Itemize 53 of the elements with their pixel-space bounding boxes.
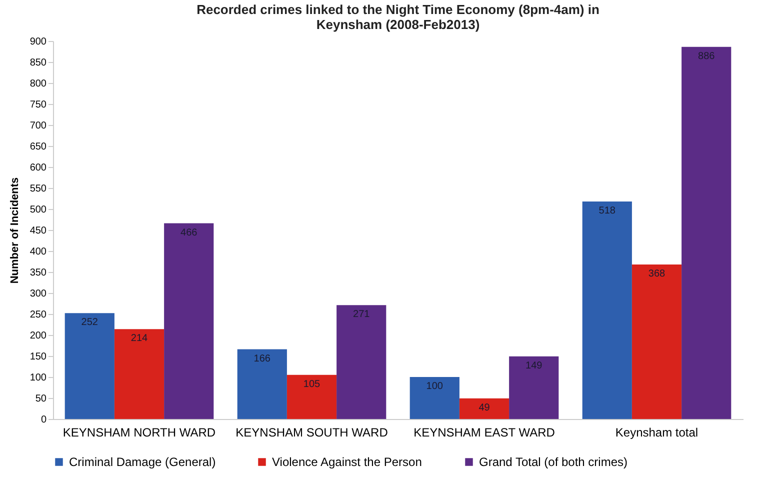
y-tick-label: 400 xyxy=(30,246,47,258)
y-tick-label: 800 xyxy=(30,78,47,90)
data-label: 886 xyxy=(698,50,716,62)
y-tick-label: 550 xyxy=(30,184,47,194)
bar xyxy=(509,356,559,419)
data-label: 252 xyxy=(81,317,98,328)
data-label: 368 xyxy=(648,268,666,280)
y-tick-label: 650 xyxy=(30,142,47,152)
bar xyxy=(336,305,386,419)
bar xyxy=(164,223,214,419)
y-tick-label: 750 xyxy=(30,100,47,110)
y-tick-label: 300 xyxy=(30,288,47,300)
bar xyxy=(632,264,682,419)
bar xyxy=(286,374,337,419)
data-label: 149 xyxy=(526,360,543,372)
y-tick-label: 600 xyxy=(30,162,47,174)
data-label: 49 xyxy=(478,402,490,414)
data-label: 105 xyxy=(303,378,321,390)
y-axis-title: Number of Incidents xyxy=(8,177,21,284)
bar xyxy=(459,398,510,419)
x-tick-label: Keynsham total xyxy=(615,426,698,440)
y-tick-label: 450 xyxy=(30,226,47,236)
legend-label: Violence Against the Person xyxy=(272,455,422,469)
text: Recorded crimes linked to the Night Time Economy (8pm-4am) in xyxy=(196,2,600,17)
bar xyxy=(64,313,114,419)
y-tick-label: 100 xyxy=(30,372,47,384)
x-tick-label: KEYNSHAM SOUTH WARD xyxy=(236,426,388,440)
bar xyxy=(682,46,732,419)
y-tick-label: 50 xyxy=(35,394,47,404)
y-tick-label: 0 xyxy=(40,414,47,426)
y-tick-label: 350 xyxy=(30,268,47,278)
legend-label: Grand Total (of both crimes) xyxy=(479,455,628,469)
x-tick-label: KEYNSHAM EAST WARD xyxy=(414,426,556,440)
bar xyxy=(237,349,287,419)
data-label: 466 xyxy=(180,227,198,238)
bar xyxy=(410,377,460,419)
y-tick-label: 700 xyxy=(30,120,47,132)
y-tick-label: 250 xyxy=(30,310,47,320)
y-tick-label: 900 xyxy=(30,36,47,48)
y-tick-label: 200 xyxy=(30,330,47,342)
x-tick-label: KEYNSHAM NORTH WARD xyxy=(62,426,216,440)
text: Keynsham (2008-Feb2013) xyxy=(316,17,480,32)
y-tick-label: 500 xyxy=(30,204,47,216)
legend-label: Criminal Damage (General) xyxy=(69,455,216,469)
data-label: 166 xyxy=(254,353,271,364)
y-tick-label: 850 xyxy=(30,58,47,68)
bar xyxy=(114,329,164,419)
data-label: 518 xyxy=(598,205,616,216)
data-label: 100 xyxy=(426,381,444,392)
y-tick-label: 150 xyxy=(30,352,47,362)
data-label: 271 xyxy=(353,309,370,320)
data-label: 214 xyxy=(130,333,148,344)
bar xyxy=(582,201,632,419)
